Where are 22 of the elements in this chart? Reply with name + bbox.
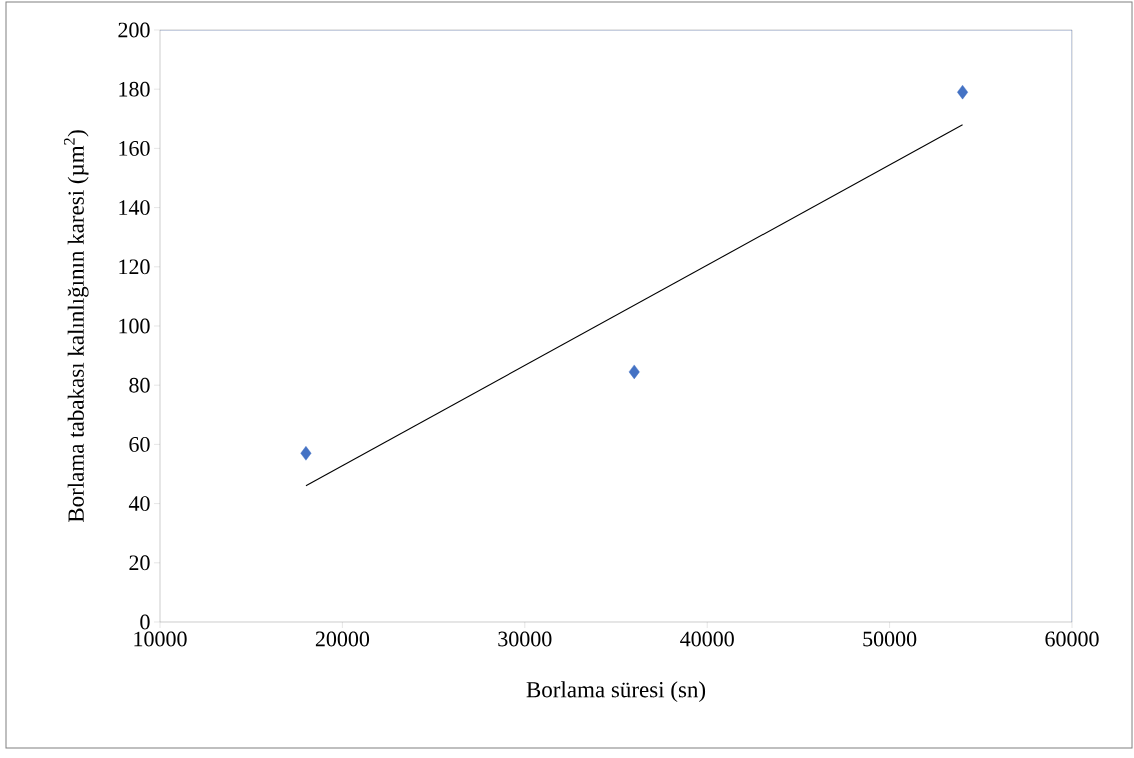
x-axis-title: Borlama süresi (sn) xyxy=(526,681,706,703)
y-tick-label: 200 xyxy=(118,22,150,38)
point xyxy=(300,446,312,461)
y-axis-title: Borlama tabakası kalınlığının karesi (µm$^{2}$) xyxy=(63,130,89,523)
y-tick-label: 0 xyxy=(140,614,150,630)
y-tick-label: 120 xyxy=(119,259,150,275)
x-tick-label: 50000 xyxy=(863,631,917,647)
x-tick-label: 20000 xyxy=(315,631,370,647)
y-tick-label: 40 xyxy=(128,496,150,512)
y-tick-label: 100 xyxy=(119,318,150,334)
y-tick-label: 20 xyxy=(129,555,150,571)
x-tick-label: 60000 xyxy=(1045,631,1099,647)
point xyxy=(628,364,640,380)
x-tick-label: 40000 xyxy=(680,631,734,647)
x-tick-label: 10000 xyxy=(134,631,187,647)
y-tick-label: 140 xyxy=(119,200,150,216)
y-tick-label: 60 xyxy=(129,436,150,452)
x-tick-label: 30000 xyxy=(498,631,552,647)
y-tick-label: 80 xyxy=(129,377,150,393)
y-tick-label: 160 xyxy=(119,140,150,156)
y-tick-label: 180 xyxy=(119,81,150,97)
point xyxy=(957,84,969,100)
